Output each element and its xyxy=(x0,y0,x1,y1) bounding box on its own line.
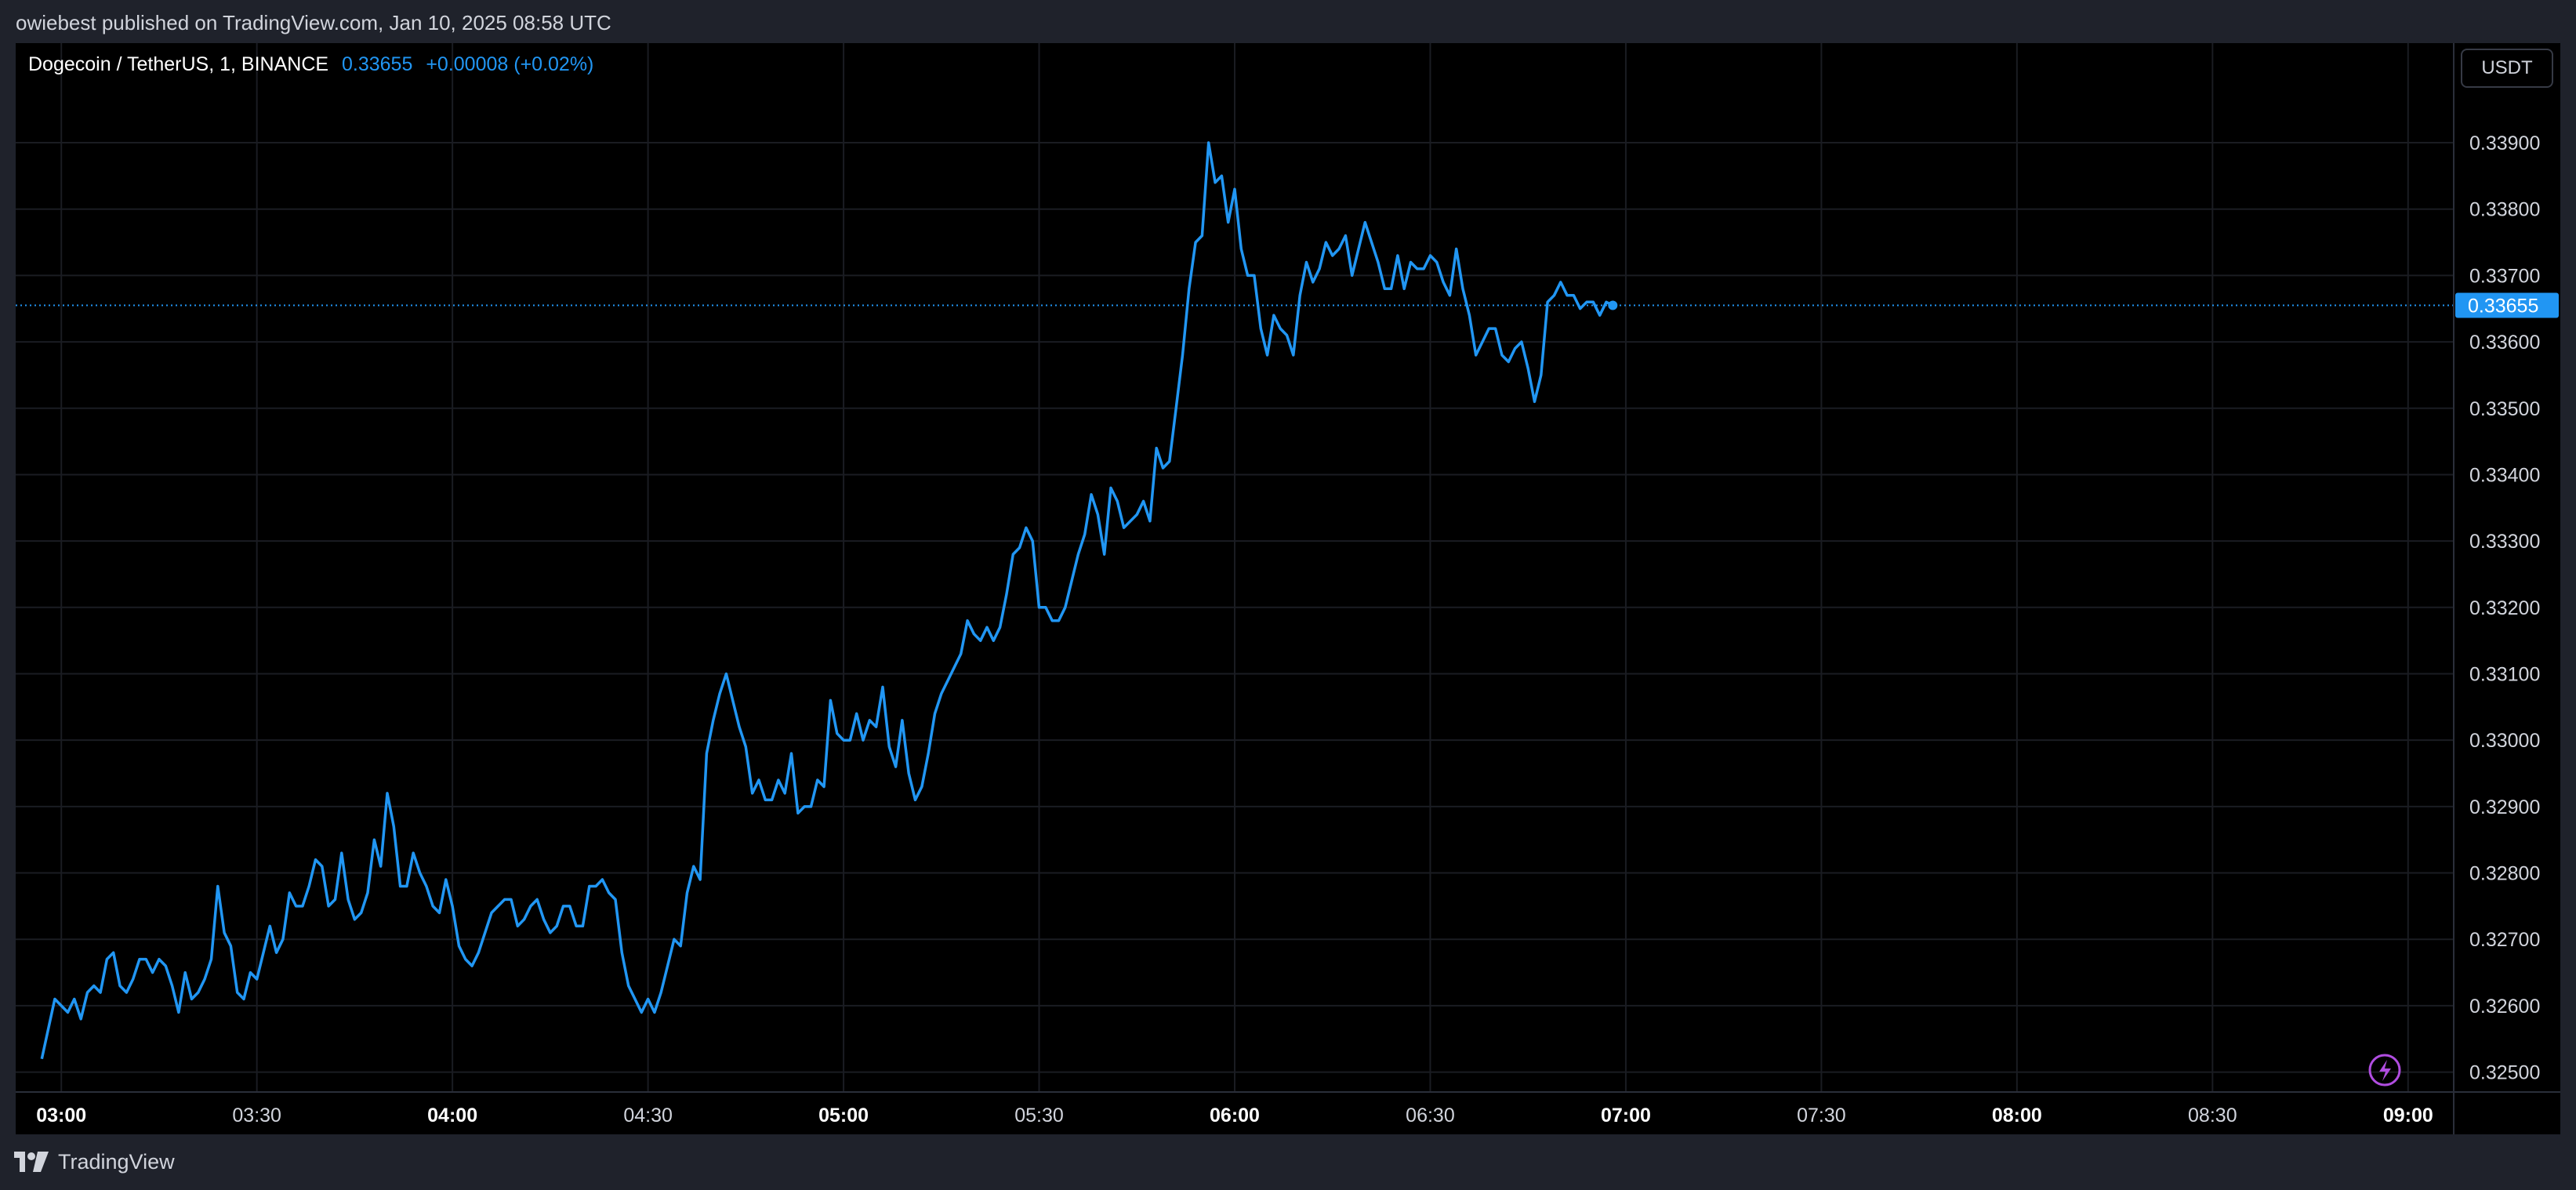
last-price-tag: 0.33655 xyxy=(2455,292,2559,318)
time-tick-label: 04:00 xyxy=(427,1105,477,1127)
time-tick-label: 08:00 xyxy=(1992,1105,2042,1127)
price-series xyxy=(40,141,1618,1060)
grid-lines xyxy=(16,43,2454,1092)
axis-separators xyxy=(16,43,2560,1134)
price-tick-label: 0.33700 xyxy=(2469,265,2540,287)
time-tick-label: 04:30 xyxy=(623,1105,673,1127)
price-line xyxy=(40,141,1614,1060)
last-price-tag-label: 0.33655 xyxy=(2468,296,2538,317)
price-tick-label: 0.33200 xyxy=(2469,597,2540,619)
chart-legend[interactable]: Dogecoin / TetherUS, 1, BINANCE 0.33655 … xyxy=(28,53,593,76)
price-axis[interactable]: 0.33900 0.33800 0.33700 0.33600 0.33500 0.334… xyxy=(2469,132,2540,1084)
time-tick-label: 07:30 xyxy=(1797,1105,1846,1127)
price-tick-label: 0.33600 xyxy=(2469,332,2540,354)
price-tick-label: 0.33900 xyxy=(2469,132,2540,154)
tradingview-logo-icon xyxy=(14,1152,49,1172)
footer-brand[interactable]: TradingView xyxy=(14,1146,175,1177)
price-tick-label: 0.33100 xyxy=(2469,663,2540,685)
price-tick-label: 0.32900 xyxy=(2469,796,2540,818)
footer-brand-text: TradingView xyxy=(58,1149,175,1174)
lightning-icon[interactable] xyxy=(2368,1054,2401,1087)
price-tick-label: 0.33000 xyxy=(2469,730,2540,752)
price-tick-label: 0.32800 xyxy=(2469,863,2540,885)
price-tick-label: 0.33400 xyxy=(2469,464,2540,486)
time-tick-label: 07:00 xyxy=(1601,1105,1651,1127)
time-tick-label: 08:30 xyxy=(2188,1105,2237,1127)
time-tick-label: 06:00 xyxy=(1210,1105,1260,1127)
time-tick-label: 05:30 xyxy=(1014,1105,1064,1127)
time-axis[interactable]: 03:00 03:30 04:00 04:30 05:00 05:30 06:00 06:30… xyxy=(36,1105,2433,1127)
last-price-tag-bg xyxy=(2455,292,2559,318)
currency-button[interactable]: USDT xyxy=(2461,49,2553,88)
published-by-text: owiebest published on TradingView.com, J… xyxy=(16,11,611,34)
price-tick-label: 0.33800 xyxy=(2469,199,2540,221)
legend-price: 0.33655 xyxy=(342,53,413,75)
last-price-marker xyxy=(1608,300,1618,310)
time-tick-label: 06:30 xyxy=(1406,1105,1455,1127)
price-tick-label: 0.33300 xyxy=(2469,531,2540,553)
time-tick-label: 09:00 xyxy=(2383,1105,2433,1127)
price-chart[interactable]: 0.33900 0.33800 0.33700 0.33600 0.33500 0.334… xyxy=(16,43,2560,1134)
time-tick-label: 05:00 xyxy=(818,1105,869,1127)
time-tick-label: 03:30 xyxy=(232,1105,281,1127)
price-tick-label: 0.33500 xyxy=(2469,398,2540,420)
price-tick-label: 0.32500 xyxy=(2469,1062,2540,1084)
chart-pane[interactable]: 0.33900 0.33800 0.33700 0.33600 0.33500 0.334… xyxy=(16,43,2560,1134)
price-tick-label: 0.32700 xyxy=(2469,929,2540,951)
legend-change: +0.00008 (+0.02%) xyxy=(426,53,594,75)
price-tick-label: 0.32600 xyxy=(2469,996,2540,1018)
symbol-title[interactable]: Dogecoin / TetherUS, 1, BINANCE xyxy=(28,53,329,75)
time-tick-label: 03:00 xyxy=(36,1105,86,1127)
